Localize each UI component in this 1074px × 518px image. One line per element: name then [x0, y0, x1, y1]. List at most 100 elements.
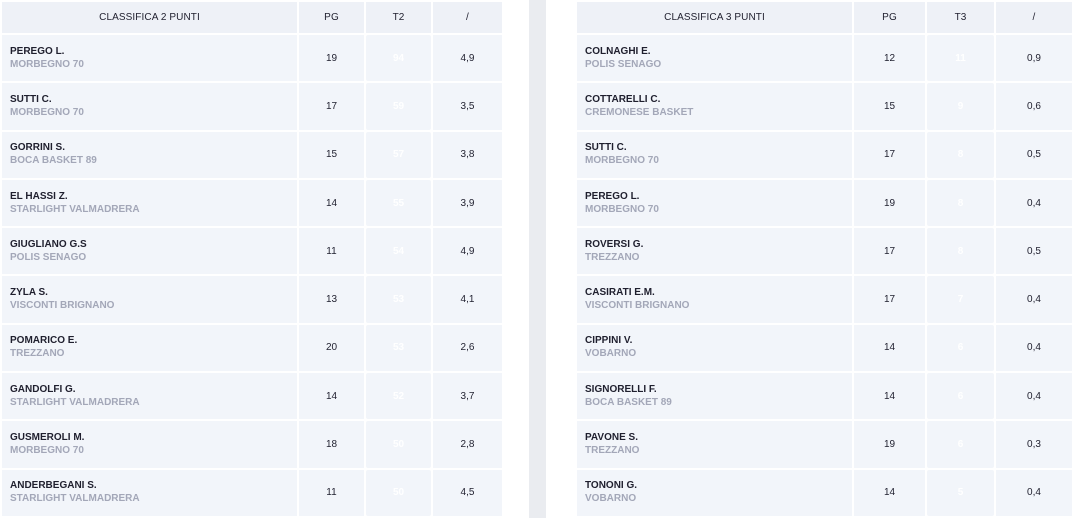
team-name[interactable]: TREZZANO [10, 348, 65, 360]
table-row[interactable]: TONONI G. VOBARNO 14 5 0,4 [577, 469, 1072, 516]
per-game-average: 3,8 [433, 131, 502, 178]
team-name[interactable]: POLIS SENAGO [10, 251, 87, 263]
table-row[interactable]: POMARICO E. TREZZANO 20 53 2,6 [2, 324, 502, 372]
player-cell[interactable]: GORRINI S. BOCA BASKET 89 [2, 131, 297, 178]
table-row[interactable]: GANDOLFI G. STARLIGHT VALMADRERA 14 52 3,7 [2, 373, 502, 420]
player-name[interactable]: EL HASSI Z. [10, 190, 68, 202]
team-name[interactable]: STARLIGHT VALMADRERA [10, 493, 140, 505]
player-cell[interactable]: GIUGLIANO G.S POLIS SENAGO [2, 228, 297, 275]
team-name[interactable]: VOBARNO [585, 493, 637, 505]
player-cell[interactable]: COTTARELLI C. CREMONESE BASKET [577, 83, 852, 130]
player-cell[interactable]: PEREGO L. MORBEGNO 70 [2, 35, 297, 82]
table-row[interactable]: SUTTI C. MORBEGNO 70 17 8 0,5 [577, 131, 1072, 178]
team-name[interactable]: MORBEGNO 70 [10, 58, 84, 70]
team-name[interactable]: TREZZANO [585, 251, 640, 263]
table-row[interactable]: PEREGO L. MORBEGNO 70 19 94 4,9 [2, 35, 502, 82]
player-name[interactable]: PEREGO L. [585, 190, 640, 202]
player-cell[interactable]: SIGNORELLI F. BOCA BASKET 89 [577, 373, 852, 420]
per-game-average: 4,9 [433, 228, 502, 275]
player-cell[interactable]: CIPPINI V. VOBARNO [577, 324, 852, 372]
column-header-pg[interactable]: PG [299, 2, 364, 33]
player-name[interactable]: SUTTI C. [10, 93, 52, 105]
player-name[interactable]: GUSMEROLI M. [10, 432, 85, 444]
team-name[interactable]: MORBEGNO 70 [10, 445, 84, 457]
table-body: PEREGO L. MORBEGNO 70 19 94 4,9 SUTTI C. MORBE… [2, 35, 502, 516]
games-played: 19 [299, 35, 364, 82]
per-game-average: 0,4 [996, 179, 1072, 227]
table-row[interactable]: ROVERSI G. TREZZANO 17 8 0,5 [577, 228, 1072, 275]
team-name[interactable]: MORBEGNO 70 [585, 155, 659, 167]
games-played: 14 [854, 469, 925, 516]
team-name[interactable]: VOBARNO [585, 348, 637, 360]
player-cell[interactable]: CASIRATI E.M. VISCONTI BRIGNANO [577, 276, 852, 323]
player-cell[interactable]: ZYLA S. VISCONTI BRIGNANO [2, 276, 297, 323]
table-body: COLNAGHI E. POLIS SENAGO 12 11 0,9 COTTARELLI… [577, 35, 1072, 516]
player-name[interactable]: CASIRATI E.M. [585, 287, 655, 299]
player-cell[interactable]: GANDOLFI G. STARLIGHT VALMADRERA [2, 373, 297, 420]
player-cell[interactable]: EL HASSI Z. STARLIGHT VALMADRERA [2, 179, 297, 227]
player-name[interactable]: COTTARELLI C. [585, 93, 661, 105]
team-name[interactable]: VISCONTI BRIGNANO [585, 300, 690, 312]
team-name[interactable]: TREZZANO [585, 445, 640, 457]
table-row[interactable]: SUTTI C. MORBEGNO 70 17 59 3,5 [2, 83, 502, 130]
team-name[interactable]: CREMONESE BASKET [585, 106, 694, 118]
player-name[interactable]: ROVERSI G. [585, 238, 644, 250]
player-name[interactable]: TONONI G. [585, 480, 638, 492]
player-name[interactable]: POMARICO E. [10, 335, 78, 347]
column-header-pg[interactable]: PG [854, 2, 925, 33]
table-row[interactable]: CASIRATI E.M. VISCONTI BRIGNANO 17 7 0,4 [577, 276, 1072, 323]
player-cell[interactable]: SUTTI C. MORBEGNO 70 [2, 83, 297, 130]
column-header-classifica[interactable]: CLASSIFICA 3 PUNTI [577, 2, 852, 33]
player-cell[interactable]: TONONI G. VOBARNO [577, 469, 852, 516]
player-cell[interactable]: COLNAGHI E. POLIS SENAGO [577, 35, 852, 82]
table-row[interactable]: GORRINI S. BOCA BASKET 89 15 57 3,8 [2, 131, 502, 178]
table-row[interactable]: PEREGO L. MORBEGNO 70 19 8 0,4 [577, 179, 1072, 227]
player-name[interactable]: ZYLA S. [10, 287, 48, 299]
team-name[interactable]: STARLIGHT VALMADRERA [10, 396, 140, 408]
table-row[interactable]: SIGNORELLI F. BOCA BASKET 89 14 6 0,4 [577, 373, 1072, 420]
player-name[interactable]: GORRINI S. [10, 142, 66, 154]
team-name[interactable]: MORBEGNO 70 [10, 106, 84, 118]
team-name[interactable]: BOCA BASKET 89 [10, 155, 97, 167]
table-row[interactable]: ZYLA S. VISCONTI BRIGNANO 13 53 4,1 [2, 276, 502, 323]
player-name[interactable]: ANDERBEGANI S. [10, 480, 97, 492]
team-name[interactable]: STARLIGHT VALMADRERA [10, 203, 140, 215]
stat-value-badge: 57 [366, 131, 431, 178]
player-cell[interactable]: PEREGO L. MORBEGNO 70 [577, 179, 852, 227]
team-name[interactable]: BOCA BASKET 89 [585, 396, 672, 408]
player-name[interactable]: PEREGO L. [10, 45, 65, 57]
player-cell[interactable]: ANDERBEGANI S. STARLIGHT VALMADRERA [2, 469, 297, 516]
column-header-classifica[interactable]: CLASSIFICA 2 PUNTI [2, 2, 297, 33]
player-cell[interactable]: GUSMEROLI M. MORBEGNO 70 [2, 421, 297, 468]
player-cell[interactable]: POMARICO E. TREZZANO [2, 324, 297, 372]
table-row[interactable]: ANDERBEGANI S. STARLIGHT VALMADRERA 11 50 4,… [2, 469, 502, 516]
player-name[interactable]: COLNAGHI E. [585, 45, 651, 57]
player-name[interactable]: GANDOLFI G. [10, 383, 76, 395]
player-cell[interactable]: PAVONE S. TREZZANO [577, 421, 852, 468]
player-name[interactable]: CIPPINI V. [585, 335, 633, 347]
table-row[interactable]: GIUGLIANO G.S POLIS SENAGO 11 54 4,9 [2, 228, 502, 275]
table-row[interactable]: EL HASSI Z. STARLIGHT VALMADRERA 14 55 3,9 [2, 179, 502, 227]
column-header-t3[interactable]: T3 [927, 2, 994, 33]
table-row[interactable]: COTTARELLI C. CREMONESE BASKET 15 9 0,6 [577, 83, 1072, 130]
games-played: 19 [854, 421, 925, 468]
team-name[interactable]: POLIS SENAGO [585, 58, 662, 70]
player-cell[interactable]: ROVERSI G. TREZZANO [577, 228, 852, 275]
stat-value-badge: 94 [366, 35, 431, 82]
player-cell[interactable]: SUTTI C. MORBEGNO 70 [577, 131, 852, 178]
player-name[interactable]: PAVONE S. [585, 432, 638, 444]
column-header-average[interactable]: / [433, 2, 502, 33]
team-name[interactable]: MORBEGNO 70 [585, 203, 659, 215]
per-game-average: 4,1 [433, 276, 502, 323]
table-row[interactable]: CIPPINI V. VOBARNO 14 6 0,4 [577, 324, 1072, 372]
table-row[interactable]: GUSMEROLI M. MORBEGNO 70 18 50 2,8 [2, 421, 502, 468]
games-played: 19 [854, 179, 925, 227]
column-header-t2[interactable]: T2 [366, 2, 431, 33]
player-name[interactable]: GIUGLIANO G.S [10, 238, 87, 250]
player-name[interactable]: SUTTI C. [585, 142, 627, 154]
table-row[interactable]: PAVONE S. TREZZANO 19 6 0,3 [577, 421, 1072, 468]
table-row[interactable]: COLNAGHI E. POLIS SENAGO 12 11 0,9 [577, 35, 1072, 82]
player-name[interactable]: SIGNORELLI F. [585, 383, 657, 395]
column-header-average[interactable]: / [996, 2, 1072, 33]
team-name[interactable]: VISCONTI BRIGNANO [10, 300, 115, 312]
